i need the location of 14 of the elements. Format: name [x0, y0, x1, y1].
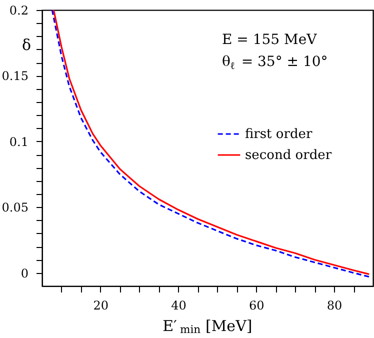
x-axis-title: E′min [MeV]	[162, 317, 252, 336]
y-axis-title: δ	[22, 36, 32, 54]
x-tick-label: 20	[93, 298, 109, 312]
y-tick-label: 0.05	[2, 200, 28, 215]
y-tick-label: 0.15	[2, 69, 28, 84]
legend-label: second order	[245, 148, 332, 163]
legend-label: first order	[245, 127, 313, 142]
x-tick-label: 40	[171, 298, 186, 312]
x-tick-label: 60	[249, 298, 264, 312]
y-tick-label: 0	[20, 266, 28, 280]
y-tick-label: 0.1	[9, 134, 28, 149]
annotation: E = 155 MeV	[222, 32, 318, 48]
y-tick-label: 0.2	[9, 4, 28, 18]
x-tick-label: 80	[326, 298, 342, 312]
